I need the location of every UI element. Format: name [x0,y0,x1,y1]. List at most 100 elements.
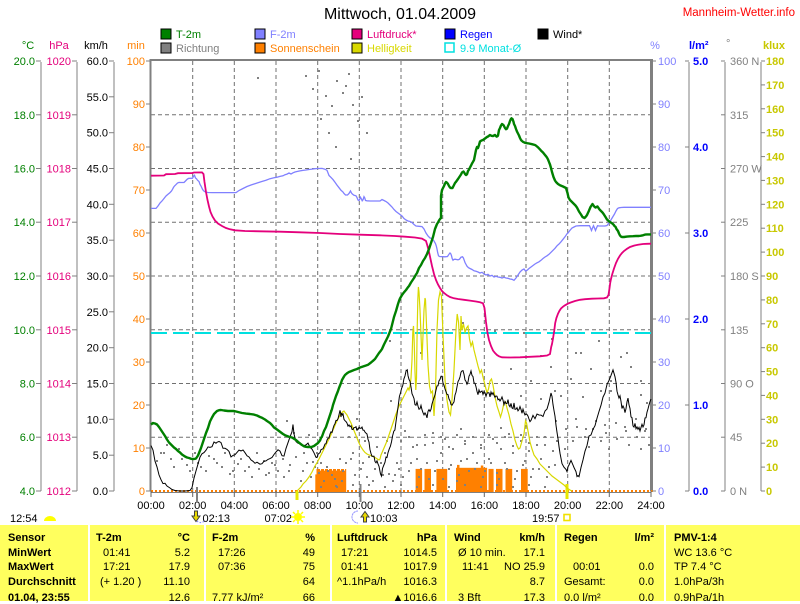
svg-text:45.0: 45.0 [87,164,108,176]
svg-text:15.0: 15.0 [87,379,108,391]
svg-text:10.0: 10.0 [14,325,35,337]
svg-text:1013: 1013 [47,432,71,444]
svg-text:10: 10 [658,443,670,455]
svg-text:135: 135 [730,325,748,337]
svg-text:%: % [650,40,660,52]
svg-text:50: 50 [766,367,778,379]
svg-text:19:57: 19:57 [532,513,560,525]
svg-text:02:00: 02:00 [179,500,207,512]
svg-text:0: 0 [658,486,664,498]
svg-text:1019: 1019 [47,110,71,122]
svg-text:1016: 1016 [47,271,71,283]
svg-text:10:00: 10:00 [346,500,374,512]
svg-text:80: 80 [766,295,778,307]
svg-text:40.0: 40.0 [87,199,108,211]
svg-text:45: 45 [730,432,742,444]
svg-text:4.0: 4.0 [693,142,708,154]
svg-text:18:00: 18:00 [512,500,540,512]
svg-text:60: 60 [658,228,670,240]
svg-text:Regen: Regen [460,29,492,41]
svg-text:90: 90 [766,271,778,283]
svg-text:50: 50 [133,271,145,283]
svg-text:25.0: 25.0 [87,307,108,319]
svg-text:1017: 1017 [47,217,71,229]
svg-text:06:00: 06:00 [262,500,290,512]
svg-text:60: 60 [766,343,778,355]
svg-text:1014: 1014 [47,379,71,391]
svg-text:80: 80 [133,142,145,154]
svg-text:14:00: 14:00 [429,500,457,512]
svg-text:170: 170 [766,80,784,92]
svg-text:12.0: 12.0 [14,271,35,283]
svg-text:100: 100 [766,247,784,259]
svg-text:Richtung: Richtung [176,43,219,55]
svg-text:9.9 Monat-Ø: 9.9 Monat-Ø [460,43,522,55]
svg-text:100: 100 [127,56,145,68]
svg-text:hPa: hPa [49,40,69,52]
svg-text:40: 40 [658,314,670,326]
svg-text:4.0: 4.0 [20,486,35,498]
svg-text:70: 70 [658,185,670,197]
svg-text:60: 60 [133,228,145,240]
svg-text:30: 30 [658,357,670,369]
svg-text:14.0: 14.0 [14,217,35,229]
svg-text:10: 10 [766,462,778,474]
svg-text:40: 40 [766,390,778,402]
svg-text:24:00: 24:00 [637,500,665,512]
svg-text:°: ° [726,38,730,50]
svg-text:20: 20 [766,438,778,450]
svg-text:16.0: 16.0 [14,164,35,176]
svg-text:30: 30 [766,414,778,426]
svg-text:07:02: 07:02 [264,513,292,525]
svg-text:F-2m: F-2m [270,29,296,41]
svg-text:20: 20 [658,400,670,412]
svg-text:3.0: 3.0 [693,228,708,240]
svg-text:100: 100 [658,56,676,68]
svg-text:80: 80 [658,142,670,154]
svg-text:70: 70 [766,319,778,331]
svg-text:315: 315 [730,110,748,122]
svg-text:2.0: 2.0 [693,314,708,326]
svg-text:Luftdruck*: Luftdruck* [367,29,417,41]
svg-text:110: 110 [766,223,784,235]
svg-text:0.0: 0.0 [93,486,108,498]
svg-text:T-2m: T-2m [176,29,201,41]
svg-text:20.0: 20.0 [87,343,108,355]
svg-text:1015: 1015 [47,325,71,337]
svg-text:6.0: 6.0 [20,432,35,444]
svg-text:150: 150 [766,128,784,140]
svg-text:04:00: 04:00 [221,500,249,512]
svg-text:20.0: 20.0 [14,56,35,68]
svg-text:360 N: 360 N [730,56,759,68]
svg-text:Helligkeit: Helligkeit [367,43,412,55]
svg-text:1018: 1018 [47,164,71,176]
svg-text:225: 225 [730,217,748,229]
svg-text:35.0: 35.0 [87,235,108,247]
svg-text:50: 50 [658,271,670,283]
svg-text:0: 0 [766,486,772,498]
svg-text:1012: 1012 [47,486,71,498]
svg-text:10:03: 10:03 [370,513,398,525]
svg-text:10.0: 10.0 [87,414,108,426]
svg-text:20:00: 20:00 [554,500,582,512]
svg-text:10: 10 [133,443,145,455]
svg-text:12:00: 12:00 [387,500,415,512]
svg-text:22:00: 22:00 [596,500,624,512]
svg-text:5.0: 5.0 [693,56,708,68]
svg-text:km/h: km/h [84,40,108,52]
svg-text:1.0: 1.0 [693,400,708,412]
svg-text:°C: °C [22,40,34,52]
svg-text:08:00: 08:00 [304,500,332,512]
svg-text:50.0: 50.0 [87,128,108,140]
svg-text:180 S: 180 S [730,271,759,283]
svg-text:40: 40 [133,314,145,326]
svg-text:90: 90 [658,99,670,111]
svg-text:18.0: 18.0 [14,110,35,122]
svg-text:5.0: 5.0 [93,450,108,462]
svg-text:60.0: 60.0 [87,56,108,68]
svg-text:160: 160 [766,104,784,116]
svg-text:30.0: 30.0 [87,271,108,283]
svg-text:0.0: 0.0 [693,486,708,498]
svg-text:l/m²: l/m² [689,40,709,52]
svg-text:12:54: 12:54 [10,513,38,525]
